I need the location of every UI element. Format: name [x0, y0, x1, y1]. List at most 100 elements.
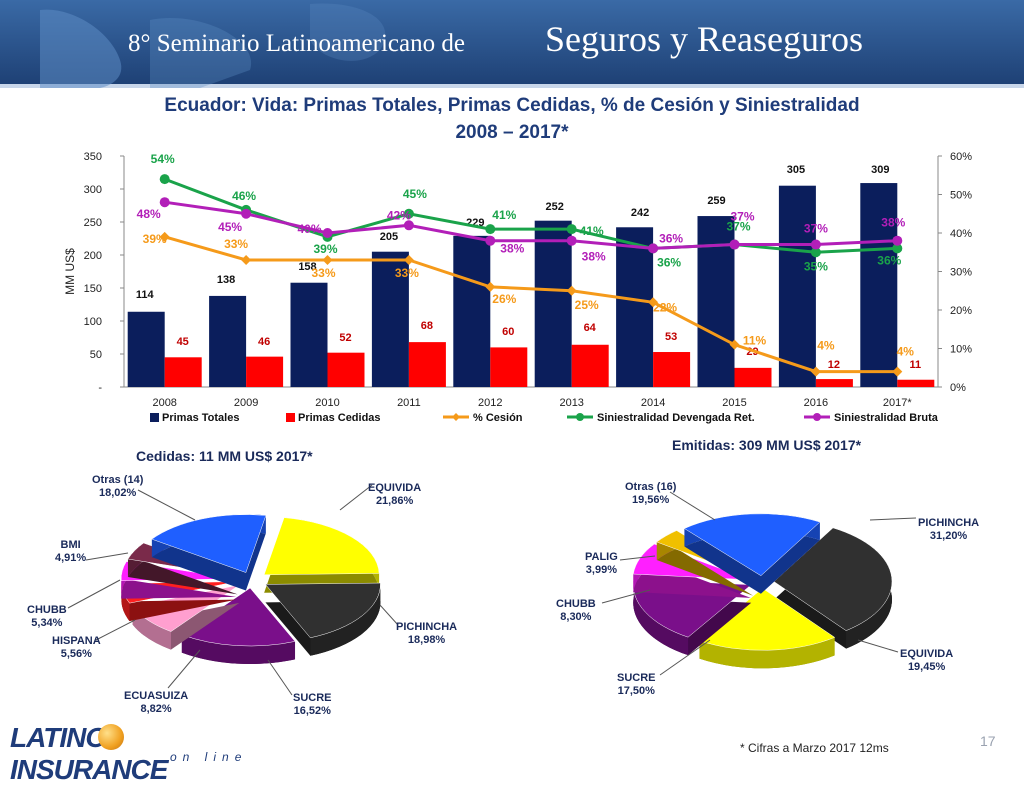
pie-slice-label: CHUBB 5,34% — [27, 604, 67, 630]
bar-label-primas-cedidas: 46 — [258, 336, 270, 348]
line-siniestralidad-bruta — [164, 200, 898, 250]
pie-slice — [773, 527, 893, 649]
page-number: 17 — [980, 733, 996, 749]
data-label-siniestralidad-bruta: 42% — [387, 208, 411, 222]
legend-marker — [576, 413, 584, 421]
pie-slice-label: EQUIVIDA 19,45% — [900, 648, 953, 674]
pie-slice-side — [127, 561, 238, 595]
legend-swatch — [150, 413, 159, 422]
pie-slice-percent: 4,91% — [55, 552, 87, 564]
bar-primas-cedidas — [408, 342, 446, 387]
marker-pct-cesion — [729, 339, 740, 350]
pie-slice-wall — [633, 579, 689, 656]
pie-slice-top — [151, 514, 267, 573]
pie-slice-label: SUCRE 17,50% — [617, 672, 656, 698]
pie-slice — [120, 561, 237, 599]
chart-title: Ecuador: Vida: Primas Totales, Primas Ce… — [164, 95, 860, 116]
chart-subtitle: 2008 – 2017* — [455, 122, 569, 143]
bar-primas-cedidas — [164, 357, 202, 387]
pie-slice-percent: 18,02% — [99, 487, 137, 499]
marker-siniestralidad-bruta — [810, 239, 821, 250]
marker-pct-cesion — [892, 366, 903, 377]
bar-primas-totales — [371, 251, 409, 387]
banner-title-prefix: 8° Seminario Latinoamericano de — [128, 30, 465, 57]
pie-slice-top — [121, 581, 237, 604]
pie-slice-side — [132, 602, 240, 650]
marker-siniestralidad-bruta — [729, 239, 740, 250]
pie-slice — [181, 587, 296, 665]
x-tick-label: 2016 — [804, 397, 828, 409]
bar-label-primas-totales: 138 — [217, 274, 235, 286]
x-tick-label: 2012 — [478, 397, 502, 409]
pie-slice — [656, 530, 754, 596]
banner-title-emphasis: Seguros y Reaseguros — [545, 19, 863, 59]
data-label-pct-cesion: 22% — [653, 300, 677, 314]
pie-slice-percent: 5,34% — [31, 617, 63, 629]
marker-siniestralidad-bruta — [159, 197, 170, 208]
bar-primas-cedidas — [490, 347, 528, 387]
pie-slice-percent: 31,20% — [929, 530, 968, 542]
x-tick-label: 2014 — [641, 397, 665, 409]
header-banner: 8° Seminario Latinoamericano de Seguros … — [0, 0, 1024, 88]
bar-primas-totales — [534, 220, 572, 387]
y-tick-label: 100 — [84, 316, 102, 328]
data-label-pct-cesion: 25% — [575, 298, 599, 312]
logo-subtext: on line — [170, 750, 248, 764]
pie-slice-percent: 19,56% — [632, 494, 670, 506]
y2-tick-label: 30% — [950, 267, 972, 279]
pie-slice-side — [151, 532, 266, 591]
pie-slice-label: PICHINCHA 31,20% — [918, 517, 979, 543]
bar-label-primas-totales: 114 — [136, 289, 155, 301]
data-label-siniestralidad-devengada: 39% — [313, 242, 337, 256]
pie-slice-percent: 19,45% — [907, 661, 946, 673]
pie-slice-name: BMI — [60, 539, 81, 551]
pie-slice-label: BMI 4,91% — [55, 539, 86, 565]
pie-leader-line — [601, 589, 651, 604]
pie-slice-label: Otras (14) 18,02% — [92, 474, 143, 500]
pie-slice-side — [633, 562, 751, 598]
pie-slice-top — [120, 561, 237, 581]
y2-tick-label: 50% — [950, 190, 972, 202]
y-tick-label: 150 — [84, 283, 102, 295]
data-label-pct-cesion: 4% — [817, 339, 835, 353]
pie-slice-side — [264, 535, 380, 593]
bar-label-primas-totales: 242 — [631, 207, 649, 219]
pie-leader-line — [659, 639, 711, 676]
bar-primas-cedidas — [653, 352, 691, 387]
data-label-siniestralidad-devengada: 46% — [232, 189, 256, 203]
bar-primas-totales — [778, 185, 816, 387]
y2-tick-label: 10% — [950, 344, 972, 356]
data-label-pct-cesion: 33% — [395, 266, 419, 280]
pie-slice-name: CHUBB — [27, 604, 67, 616]
data-label-siniestralidad-bruta: 48% — [137, 207, 161, 221]
marker-siniestralidad-bruta — [485, 235, 496, 246]
pie-slice — [151, 514, 267, 591]
pie-slice-percent: 3,99% — [585, 564, 617, 576]
marker-siniestralidad-bruta — [403, 220, 414, 231]
data-label-siniestralidad-devengada: 54% — [151, 152, 175, 166]
marker-pct-cesion — [566, 285, 577, 296]
pie-slice-name: PICHINCHA — [918, 517, 980, 529]
pie-slice-label: ECUASUIZA 8,82% — [124, 690, 188, 716]
data-label-siniestralidad-bruta: 45% — [218, 220, 242, 234]
pie-leader-line — [137, 489, 196, 521]
bar-label-primas-cedidas: 11 — [909, 359, 921, 371]
pie-slice-side — [181, 606, 296, 665]
bar-primas-cedidas — [815, 379, 853, 387]
pie-slice-top — [773, 527, 893, 631]
data-label-siniestralidad-bruta: 37% — [804, 222, 828, 236]
pie-slice — [263, 517, 380, 593]
pie-slice-top — [181, 587, 296, 647]
pie-slice-name: SUCRE — [293, 692, 332, 704]
pie-slice-label: Otras (16) 19,56% — [625, 481, 676, 507]
pie-slice-name: EQUIVIDA — [368, 482, 422, 494]
pie-slice-percent: 16,52% — [293, 705, 331, 717]
marker-siniestralidad-devengada — [810, 247, 821, 258]
bar-label-primas-totales: 205 — [380, 231, 398, 243]
marker-pct-cesion — [159, 231, 170, 242]
pie-slice-wall — [656, 530, 677, 560]
pie-cedidas-title: Cedidas: 11 MM US$ 2017* — [136, 448, 313, 464]
pie-leader-line — [267, 659, 293, 696]
pie-slice-name: ECUASUIZA — [124, 690, 189, 702]
data-label-pct-cesion: 4% — [897, 345, 915, 359]
